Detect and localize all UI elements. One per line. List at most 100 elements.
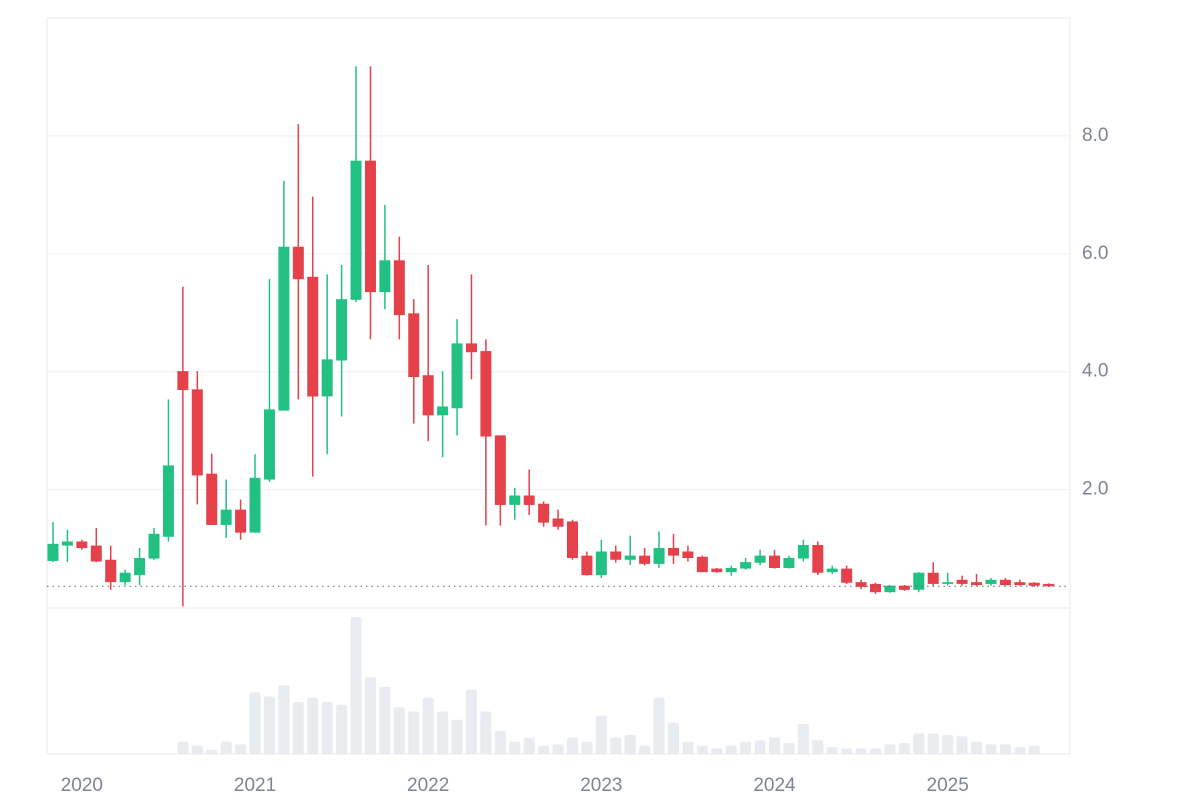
candle-body <box>985 579 997 584</box>
volume-bar <box>999 744 1011 754</box>
candle-body <box>999 579 1011 586</box>
candle-body <box>350 160 362 300</box>
candle-body <box>76 541 88 548</box>
volume-bar <box>220 741 232 754</box>
x-tick-label: 2024 <box>753 775 796 796</box>
candle-body <box>696 556 708 573</box>
volume-bar <box>740 741 752 754</box>
volume-bar <box>249 692 261 754</box>
volume-bar <box>870 748 882 754</box>
candle-body <box>263 409 275 480</box>
candle-body <box>336 299 348 361</box>
candle-body <box>47 543 59 561</box>
candle-body <box>393 260 405 316</box>
candle-body <box>956 579 968 584</box>
volume-bar <box>437 711 449 754</box>
volume-bar <box>927 733 939 754</box>
candle-body <box>725 568 737 573</box>
x-tick-label: 2022 <box>407 775 449 796</box>
candle-body <box>639 555 651 564</box>
x-tick-label: 2023 <box>580 775 622 796</box>
candle-body <box>162 465 174 537</box>
candle-body <box>1014 582 1026 586</box>
candle-body <box>321 359 333 397</box>
candle-body <box>1028 582 1040 586</box>
candle-body <box>783 557 795 569</box>
volume-bar <box>971 741 983 754</box>
candle-body <box>220 509 232 525</box>
y-tick-label: 6.0 <box>1082 243 1108 264</box>
candle-body <box>740 562 752 569</box>
volume-bar <box>942 734 954 754</box>
candle-body <box>379 260 391 293</box>
candle-body <box>422 375 434 416</box>
candle-body <box>927 572 939 584</box>
candle-body <box>408 313 420 378</box>
candle-body <box>307 276 319 397</box>
candle-body <box>191 389 203 476</box>
volume-bar <box>812 740 824 754</box>
candle-body <box>538 503 550 523</box>
volume-bar <box>639 745 651 754</box>
volume-bar <box>581 741 593 754</box>
candle-body <box>249 477 261 533</box>
volume-bar <box>610 737 622 754</box>
volume-bar <box>711 748 723 754</box>
candle-body <box>898 585 910 590</box>
y-tick-label: 2.0 <box>1082 479 1108 500</box>
candle-body <box>364 160 376 293</box>
candle-body <box>682 551 694 558</box>
volume-bar <box>292 701 304 754</box>
volume-bar <box>523 737 535 754</box>
x-tick-label: 2020 <box>61 775 103 796</box>
volume-bar <box>682 741 694 754</box>
candle-body <box>292 246 304 280</box>
y-tick-label: 4.0 <box>1082 361 1108 382</box>
candle-body <box>624 555 636 560</box>
volume-bar <box>408 711 420 754</box>
candle-body <box>480 351 492 437</box>
candle-body <box>90 545 102 562</box>
candle-body <box>769 555 780 569</box>
candle-body <box>1043 583 1055 587</box>
volume-bar <box>451 719 463 754</box>
candle-body <box>971 582 983 586</box>
volume-bar <box>191 745 203 754</box>
candle-body <box>826 568 838 573</box>
candle-body <box>119 572 131 583</box>
volume-bar <box>206 749 218 754</box>
candle-body <box>148 533 160 559</box>
volume-bar <box>667 722 679 754</box>
candle-body <box>437 406 449 416</box>
volume-bar <box>985 744 997 754</box>
volume-bar <box>769 737 780 754</box>
volume-bar <box>1014 747 1026 754</box>
candle-body <box>509 495 521 505</box>
candle-body <box>581 555 593 576</box>
candle-body <box>653 547 665 564</box>
y-tick-label: 8.0 <box>1082 125 1108 146</box>
candle-body <box>884 585 896 593</box>
volume-bar <box>1028 745 1040 754</box>
candle-body <box>942 582 954 584</box>
volume-bar <box>552 744 564 754</box>
candle-body <box>841 568 853 583</box>
volume-bar <box>321 701 333 754</box>
candle-body <box>61 541 73 546</box>
volume-bar <box>307 697 319 754</box>
volume-bar <box>379 686 391 754</box>
volume-bar <box>898 743 910 754</box>
candle-body <box>451 343 463 409</box>
candle-body <box>206 473 218 525</box>
candle-body <box>523 495 535 505</box>
volume-bar <box>754 740 766 754</box>
volume-bar <box>177 741 189 754</box>
volume-bar <box>393 707 405 754</box>
volume-bar <box>538 745 550 754</box>
volume-bar <box>350 617 362 754</box>
volume-bar <box>841 748 853 754</box>
volume-bar <box>956 736 968 754</box>
volume-bar <box>480 711 492 754</box>
